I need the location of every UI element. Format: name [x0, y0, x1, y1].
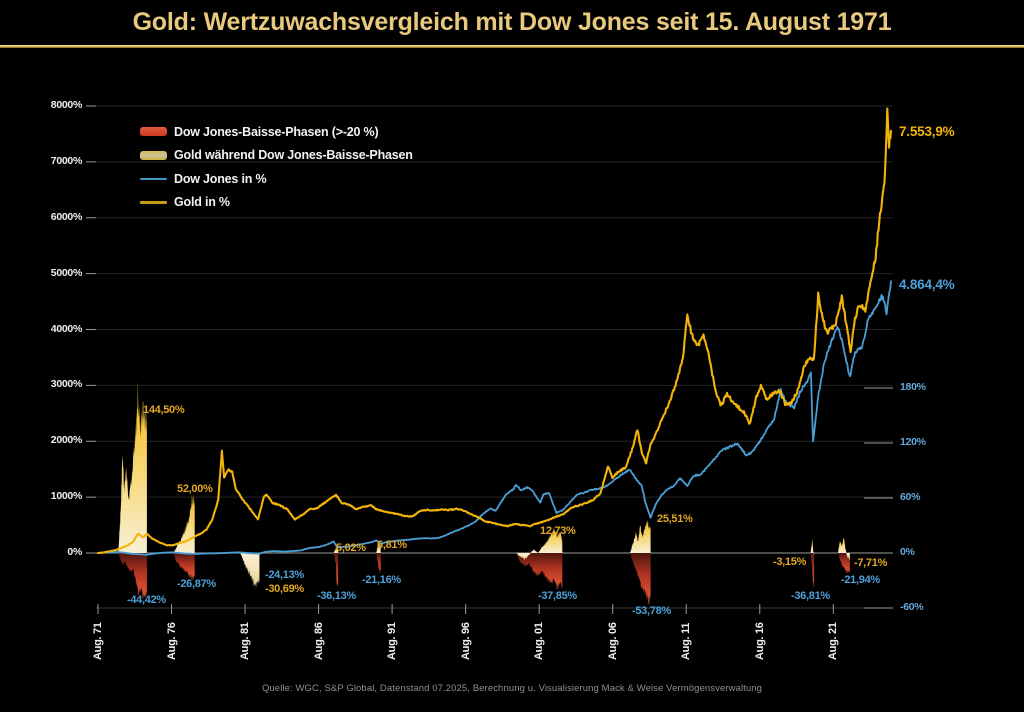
legend-item-dow-bear-phases: Dow Jones-Baisse-Phasen (>-20 %) [140, 120, 413, 144]
chart-legend: Dow Jones-Baisse-Phasen (>-20 %) Gold wä… [140, 120, 413, 214]
legend-label: Dow Jones in % [174, 171, 267, 186]
legend-item-dow-jones-line: Dow Jones in % [140, 167, 413, 191]
gold-area-swatch-icon [140, 150, 167, 160]
page-title: Gold: Wertzuwachsvergleich mit Dow Jones… [132, 8, 892, 36]
legend-label: Gold in % [174, 195, 230, 210]
blue-line-swatch-icon [140, 177, 167, 180]
legend-item-gold-during-bear-phases: Gold während Dow Jones-Baisse-Phasen [140, 144, 413, 168]
red-area-swatch-icon [140, 127, 167, 137]
legend-label: Gold während Dow Jones-Baisse-Phasen [174, 148, 413, 163]
source-note: Quelle: WGC, S&P Global, Datenstand 07.2… [261, 683, 763, 694]
gold-line-swatch-icon [140, 201, 167, 204]
title-divider [0, 45, 1024, 48]
legend-label: Dow Jones-Baisse-Phasen (>-20 %) [174, 124, 379, 139]
legend-item-gold-line: Gold in % [140, 191, 413, 215]
